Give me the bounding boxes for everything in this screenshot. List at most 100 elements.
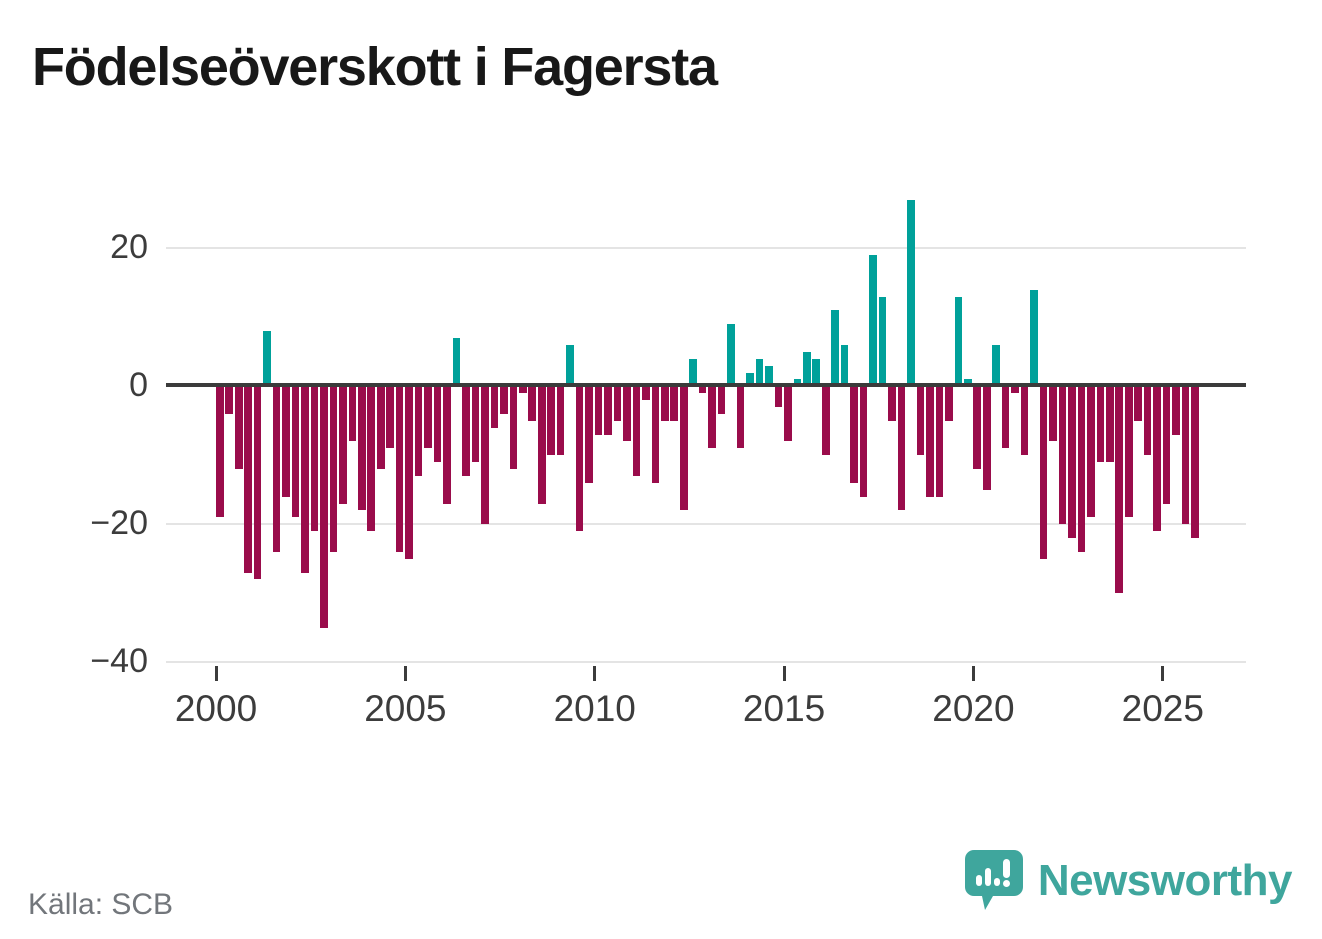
newsworthy-logo: Newsworthy: [964, 846, 1293, 916]
bar: [774, 386, 783, 407]
bar: [424, 386, 432, 449]
bar: [973, 386, 982, 470]
bar: [784, 386, 792, 442]
bar: [547, 386, 555, 456]
bar: [216, 386, 224, 518]
x-axis-tick-label: 2000: [174, 688, 258, 729]
source-label: Källa: SCB: [28, 888, 174, 921]
bar: [272, 386, 281, 552]
newsworthy-wordmark: Newsworthy: [1037, 856, 1293, 905]
x-axis-tick: [593, 666, 597, 681]
bar: [329, 386, 338, 552]
bar: [689, 358, 697, 387]
bar: [793, 379, 802, 387]
bar: [395, 386, 404, 552]
bar: [803, 351, 811, 387]
chart-title: Födelseöverskott i Fagersta: [32, 37, 718, 97]
bar: [348, 386, 357, 442]
bar: [698, 386, 707, 394]
x-axis-tick-label: 2020: [932, 688, 1015, 729]
bar: [1162, 386, 1171, 504]
bar: [282, 386, 290, 497]
bar: [358, 386, 366, 511]
bar: [1153, 386, 1161, 532]
bar: [1011, 386, 1019, 394]
bar: [1181, 386, 1190, 525]
bar: [717, 386, 726, 414]
bar: [916, 386, 925, 456]
bar: [945, 386, 953, 421]
bar: [462, 386, 470, 476]
bar: [869, 255, 877, 387]
gridline: [166, 523, 1246, 526]
bar: [537, 386, 546, 504]
bar: [566, 344, 574, 387]
bar: [679, 386, 688, 511]
bar: [1115, 386, 1124, 594]
bar: [1191, 386, 1199, 539]
bar: [1134, 386, 1142, 421]
bar: [1039, 386, 1048, 559]
bar: [623, 386, 631, 442]
bar: [376, 386, 385, 470]
bar: [367, 386, 376, 532]
bar: [727, 324, 735, 387]
bar: [1124, 386, 1133, 518]
y-axis-tick-label: 20: [110, 228, 148, 267]
bar: [1030, 289, 1038, 387]
x-axis-tick: [214, 666, 218, 681]
bar: [642, 386, 650, 401]
y-axis-tick-label: −20: [90, 504, 148, 543]
bar: [1049, 386, 1057, 442]
bar: [878, 296, 887, 387]
y-axis-tick-label: −40: [90, 642, 148, 681]
bar: [888, 386, 896, 421]
bar: [1001, 386, 1010, 449]
bar: [433, 386, 442, 463]
bar: [253, 386, 262, 580]
bar: [670, 386, 679, 421]
bar: [1143, 386, 1152, 456]
bar: [859, 386, 868, 497]
bar: [575, 386, 584, 532]
bar: [812, 358, 821, 387]
bar: [982, 386, 991, 490]
bar: [1096, 386, 1105, 463]
bar: [225, 386, 234, 414]
bar: [481, 386, 489, 525]
x-axis-tick-label: 2010: [553, 688, 636, 729]
newsworthy-speech-bubble-bar-chart-icon: [964, 850, 1023, 910]
bar: [840, 344, 849, 387]
bar: [234, 386, 243, 470]
bar: [471, 386, 480, 463]
bar: [244, 386, 252, 573]
bar: [414, 386, 423, 476]
bar: [963, 379, 972, 387]
bar: [755, 358, 764, 387]
bar: [1077, 386, 1086, 552]
x-axis-tick-label: 2005: [364, 688, 447, 729]
bar: [301, 386, 309, 573]
bar: [509, 386, 518, 470]
bar: [585, 386, 593, 483]
bar: [528, 386, 537, 421]
bar: [1172, 386, 1180, 435]
bar: [500, 386, 508, 414]
bar: [746, 372, 754, 387]
bar: [765, 365, 773, 387]
bar: [613, 386, 622, 421]
zero-line: [166, 383, 1246, 388]
bar: [452, 338, 461, 387]
gridline: [166, 661, 1246, 664]
bar: [443, 386, 451, 504]
bar: [935, 386, 944, 497]
bar: [291, 386, 300, 518]
bar: [339, 386, 347, 504]
y-axis-tick-label: 0: [129, 366, 148, 405]
x-axis-tick: [1161, 666, 1165, 681]
x-axis-tick-label: 2025: [1121, 688, 1204, 729]
bar: [954, 296, 963, 387]
bar: [850, 386, 858, 483]
